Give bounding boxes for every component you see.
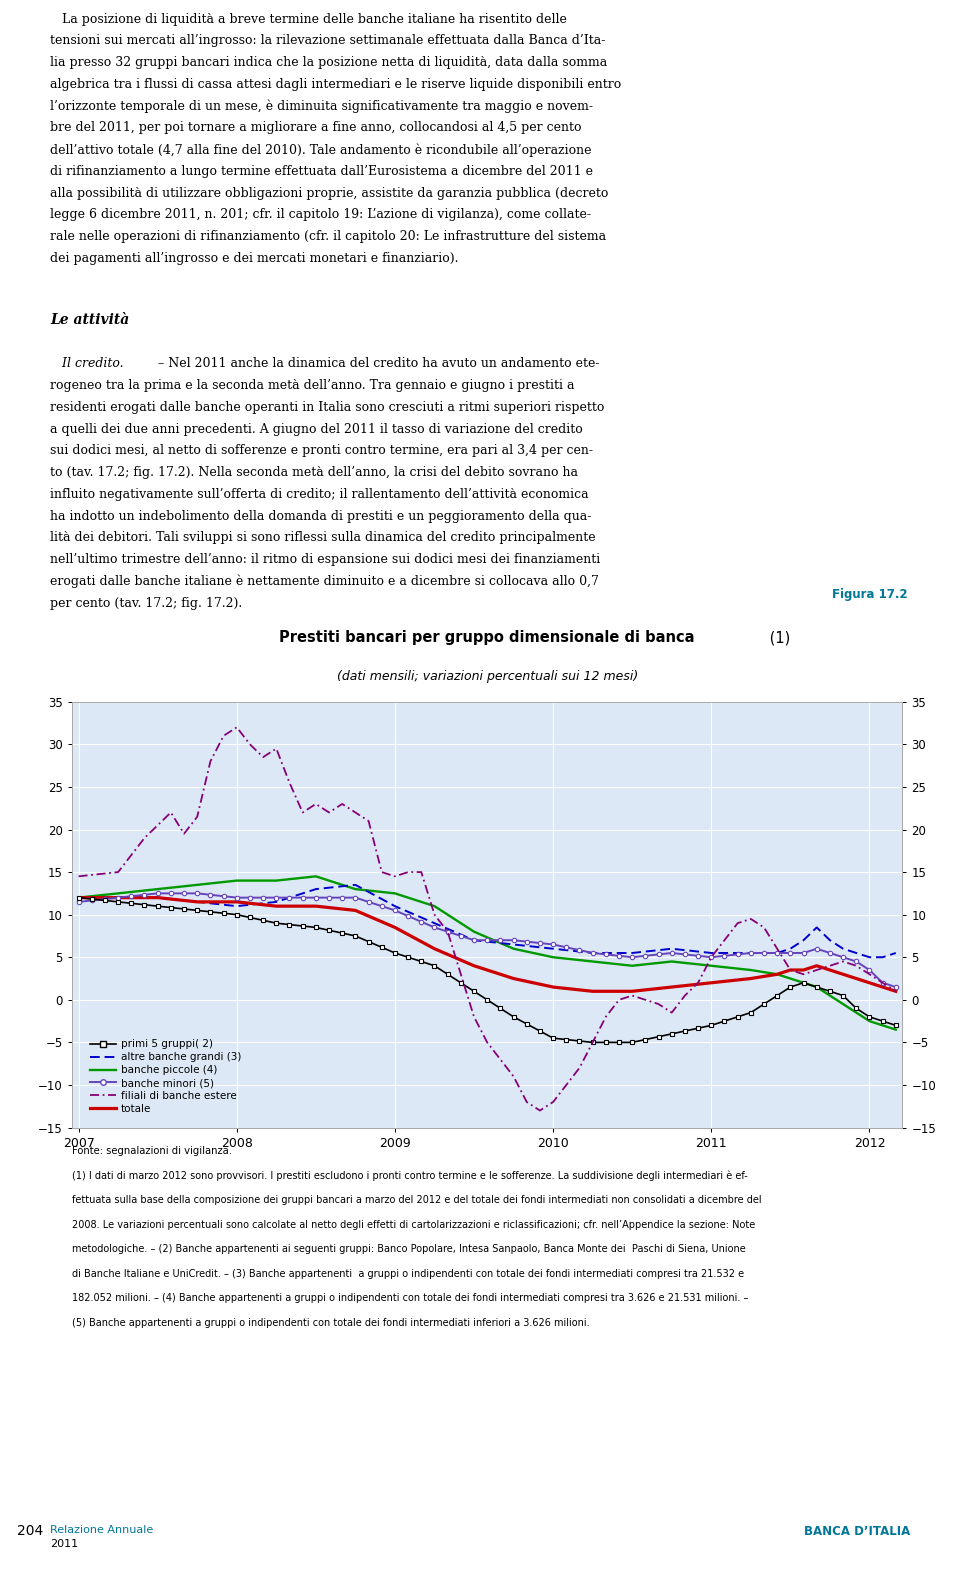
Text: nell’ultimo trimestre dell’anno: il ritmo di espansione sui dodici mesi dei fina: nell’ultimo trimestre dell’anno: il ritm… bbox=[50, 554, 600, 566]
Text: Figura 17.2: Figura 17.2 bbox=[831, 588, 907, 601]
Text: Prestiti bancari per gruppo dimensionale di banca: Prestiti bancari per gruppo dimensionale… bbox=[279, 631, 695, 645]
Text: lia presso 32 gruppi bancari indica che la posizione netta di liquidità, data da: lia presso 32 gruppi bancari indica che … bbox=[50, 57, 607, 69]
Text: a quelli dei due anni precedenti. A giugno del 2011 il tasso di variazione del c: a quelli dei due anni precedenti. A giug… bbox=[50, 423, 583, 435]
Text: fettuata sulla base della composizione dei gruppi bancari a marzo del 2012 e del: fettuata sulla base della composizione d… bbox=[72, 1195, 761, 1205]
Text: dell’attivo totale (4,7 alla fine del 2010). Tale andamento è ricondubile all’op: dell’attivo totale (4,7 alla fine del 20… bbox=[50, 144, 591, 156]
Text: rogeneo tra la prima e la seconda metà dell’anno. Tra gennaio e giugno i prestit: rogeneo tra la prima e la seconda metà d… bbox=[50, 378, 574, 393]
Text: Le attività: Le attività bbox=[50, 314, 130, 326]
Text: BANCA D’ITALIA: BANCA D’ITALIA bbox=[804, 1525, 910, 1538]
Text: (5) Banche appartenenti a gruppi o indipendenti con totale dei fondi intermediat: (5) Banche appartenenti a gruppi o indip… bbox=[72, 1318, 589, 1328]
Text: La posizione di liquidità a breve termine delle banche italiane ha risentito del: La posizione di liquidità a breve termin… bbox=[50, 13, 566, 25]
Text: algebrica tra i flussi di cassa attesi dagli intermediari e le riserve liquide d: algebrica tra i flussi di cassa attesi d… bbox=[50, 77, 621, 91]
Text: di Banche Italiane e UniCredit. – (3) Banche appartenenti  a gruppi o indipenden: di Banche Italiane e UniCredit. – (3) Ba… bbox=[72, 1268, 744, 1279]
Text: Il credito.: Il credito. bbox=[50, 358, 124, 371]
Text: residenti erogati dalle banche operanti in Italia sono cresciuti a ritmi superio: residenti erogati dalle banche operanti … bbox=[50, 401, 604, 413]
Text: lità dei debitori. Tali sviluppi si sono riflessi sulla dinamica del credito pri: lità dei debitori. Tali sviluppi si sono… bbox=[50, 531, 595, 544]
Text: tensioni sui mercati all’ingrosso: la rilevazione settimanale effettuata dalla B: tensioni sui mercati all’ingrosso: la ri… bbox=[50, 35, 606, 47]
Text: di rifinanziamento a lungo termine effettuata dall’Eurosistema a dicembre del 20: di rifinanziamento a lungo termine effet… bbox=[50, 166, 593, 178]
Text: (dati mensili; variazioni percentuali sui 12 mesi): (dati mensili; variazioni percentuali su… bbox=[337, 670, 637, 683]
Text: 204: 204 bbox=[17, 1525, 43, 1538]
Text: l’orizzonte temporale di un mese, è diminuita significativamente tra maggio e no: l’orizzonte temporale di un mese, è dimi… bbox=[50, 99, 593, 114]
Text: influito negativamente sull’offerta di credito; il rallentamento dell’attività e: influito negativamente sull’offerta di c… bbox=[50, 487, 588, 501]
Legend: primi 5 gruppi( 2), altre banche grandi (3), banche piccole (4), banche minori (: primi 5 gruppi( 2), altre banche grandi … bbox=[85, 1035, 246, 1118]
Text: erogati dalle banche italiane è nettamente diminuito e a dicembre si collocava a: erogati dalle banche italiane è nettamen… bbox=[50, 576, 599, 588]
Text: 2011: 2011 bbox=[50, 1539, 78, 1549]
Text: Fonte: segnalazioni di vigilanza.: Fonte: segnalazioni di vigilanza. bbox=[72, 1146, 232, 1156]
Text: 182.052 milioni. – (4) Banche appartenenti a gruppi o indipendenti con totale de: 182.052 milioni. – (4) Banche appartenen… bbox=[72, 1293, 749, 1303]
Text: bre del 2011, per poi tornare a migliorare a fine anno, collocandosi al 4,5 per : bre del 2011, per poi tornare a migliora… bbox=[50, 121, 582, 134]
Text: alla possibilità di utilizzare obbligazioni proprie, assistite da garanzia pubbl: alla possibilità di utilizzare obbligazi… bbox=[50, 186, 609, 200]
Text: rale nelle operazioni di rifinanziamento (cfr. il capitolo 20: Le infrastrutture: rale nelle operazioni di rifinanziamento… bbox=[50, 230, 606, 243]
Text: metodologiche. – (2) Banche appartenenti ai seguenti gruppi: Banco Popolare, Int: metodologiche. – (2) Banche appartenenti… bbox=[72, 1244, 746, 1254]
Text: (1): (1) bbox=[765, 631, 791, 645]
Text: 2008. Le variazioni percentuali sono calcolate al netto degli effetti di cartola: 2008. Le variazioni percentuali sono cal… bbox=[72, 1221, 756, 1230]
Text: legge 6 dicembre 2011, n. 201; cfr. il capitolo 19: L’azione di vigilanza), come: legge 6 dicembre 2011, n. 201; cfr. il c… bbox=[50, 208, 591, 221]
Text: per cento (tav. 17.2; fig. 17.2).: per cento (tav. 17.2; fig. 17.2). bbox=[50, 596, 242, 610]
Text: (1) I dati di marzo 2012 sono provvisori. I prestiti escludono i pronti contro t: (1) I dati di marzo 2012 sono provvisori… bbox=[72, 1170, 748, 1181]
Text: to (tav. 17.2; fig. 17.2). Nella seconda metà dell’anno, la crisi del debito sov: to (tav. 17.2; fig. 17.2). Nella seconda… bbox=[50, 467, 578, 479]
Text: ha indotto un indebolimento della domanda di prestiti e un peggioramento della q: ha indotto un indebolimento della domand… bbox=[50, 509, 591, 522]
Text: dei pagamenti all’ingrosso e dei mercati monetari e finanziario).: dei pagamenti all’ingrosso e dei mercati… bbox=[50, 252, 459, 265]
Text: sui dodici mesi, al netto di sofferenze e pronti contro termine, era pari al 3,4: sui dodici mesi, al netto di sofferenze … bbox=[50, 445, 593, 457]
Text: – Nel 2011 anche la dinamica del credito ha avuto un andamento ete-: – Nel 2011 anche la dinamica del credito… bbox=[146, 358, 599, 371]
Text: Relazione Annuale: Relazione Annuale bbox=[50, 1525, 154, 1534]
